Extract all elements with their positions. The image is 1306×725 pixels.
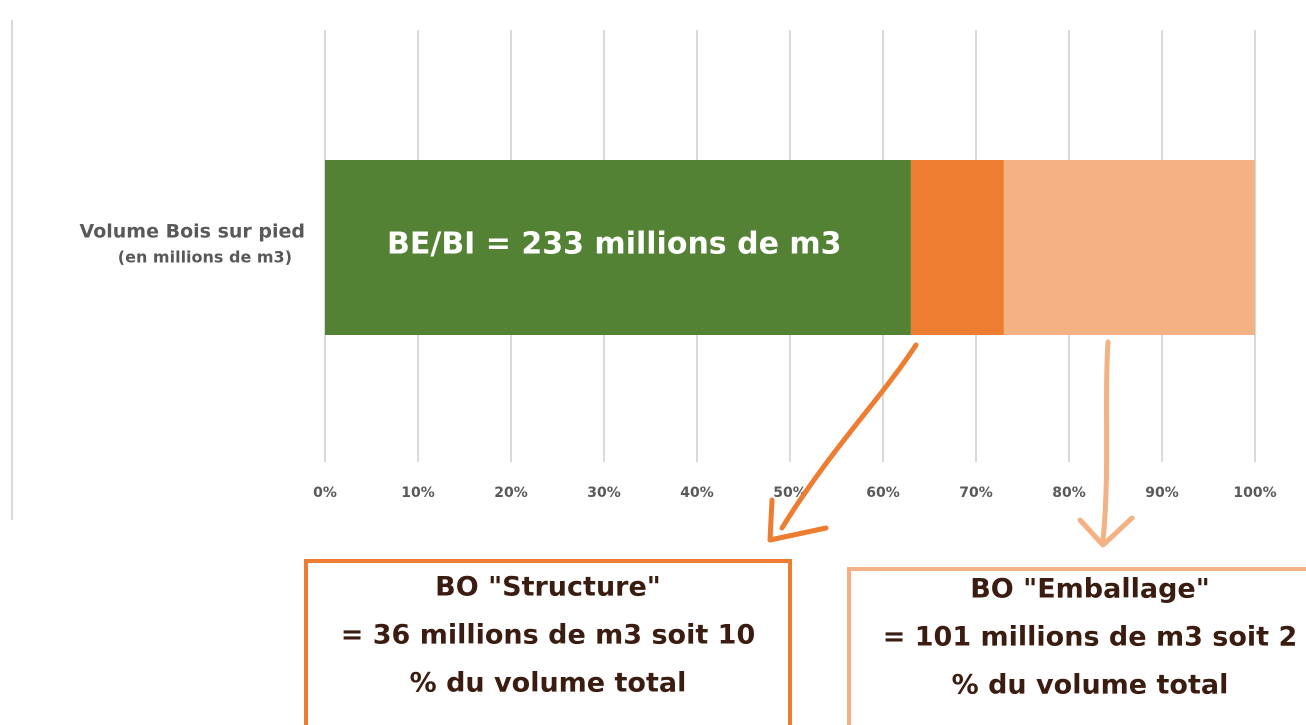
annotation-box [847, 567, 1306, 725]
x-tick-label: 90% [1145, 485, 1179, 501]
annotation-text: % du volume total [952, 670, 1229, 701]
arrow [779, 342, 919, 531]
category-label: Volume Bois sur pied [80, 221, 305, 243]
annotation-text: BO "Emballage" [970, 574, 1210, 605]
x-tick-label: 80% [1052, 485, 1086, 501]
arrow-head [1077, 515, 1135, 548]
category-note: (en millions de m3) [118, 248, 292, 267]
arrow-head [767, 497, 829, 543]
annotation-box [304, 559, 792, 725]
bar-segment [325, 160, 911, 335]
x-tick-label: 20% [494, 485, 528, 501]
bar-segment [910, 160, 1004, 335]
annotation-text: BO "Structure" [435, 572, 661, 603]
x-tick-label: 0% [313, 485, 337, 501]
annotation-text: = 101 millions de m3 soit 2 [883, 622, 1298, 653]
annotation-text: % du volume total [410, 668, 687, 699]
x-tick-label: 30% [587, 485, 621, 501]
x-tick-label: 100% [1233, 485, 1276, 501]
x-tick-label: 70% [959, 485, 993, 501]
arrow [1100, 339, 1111, 543]
bar-label: BE/BI = 233 millions de m3 [387, 227, 842, 262]
x-tick-label: 10% [401, 485, 435, 501]
annotation-text: = 36 millions de m3 soit 10 [341, 620, 756, 651]
x-tick-label: 50% [773, 485, 807, 501]
x-tick-label: 60% [866, 485, 900, 501]
x-tick-label: 40% [680, 485, 714, 501]
bar-segment [1003, 160, 1255, 335]
